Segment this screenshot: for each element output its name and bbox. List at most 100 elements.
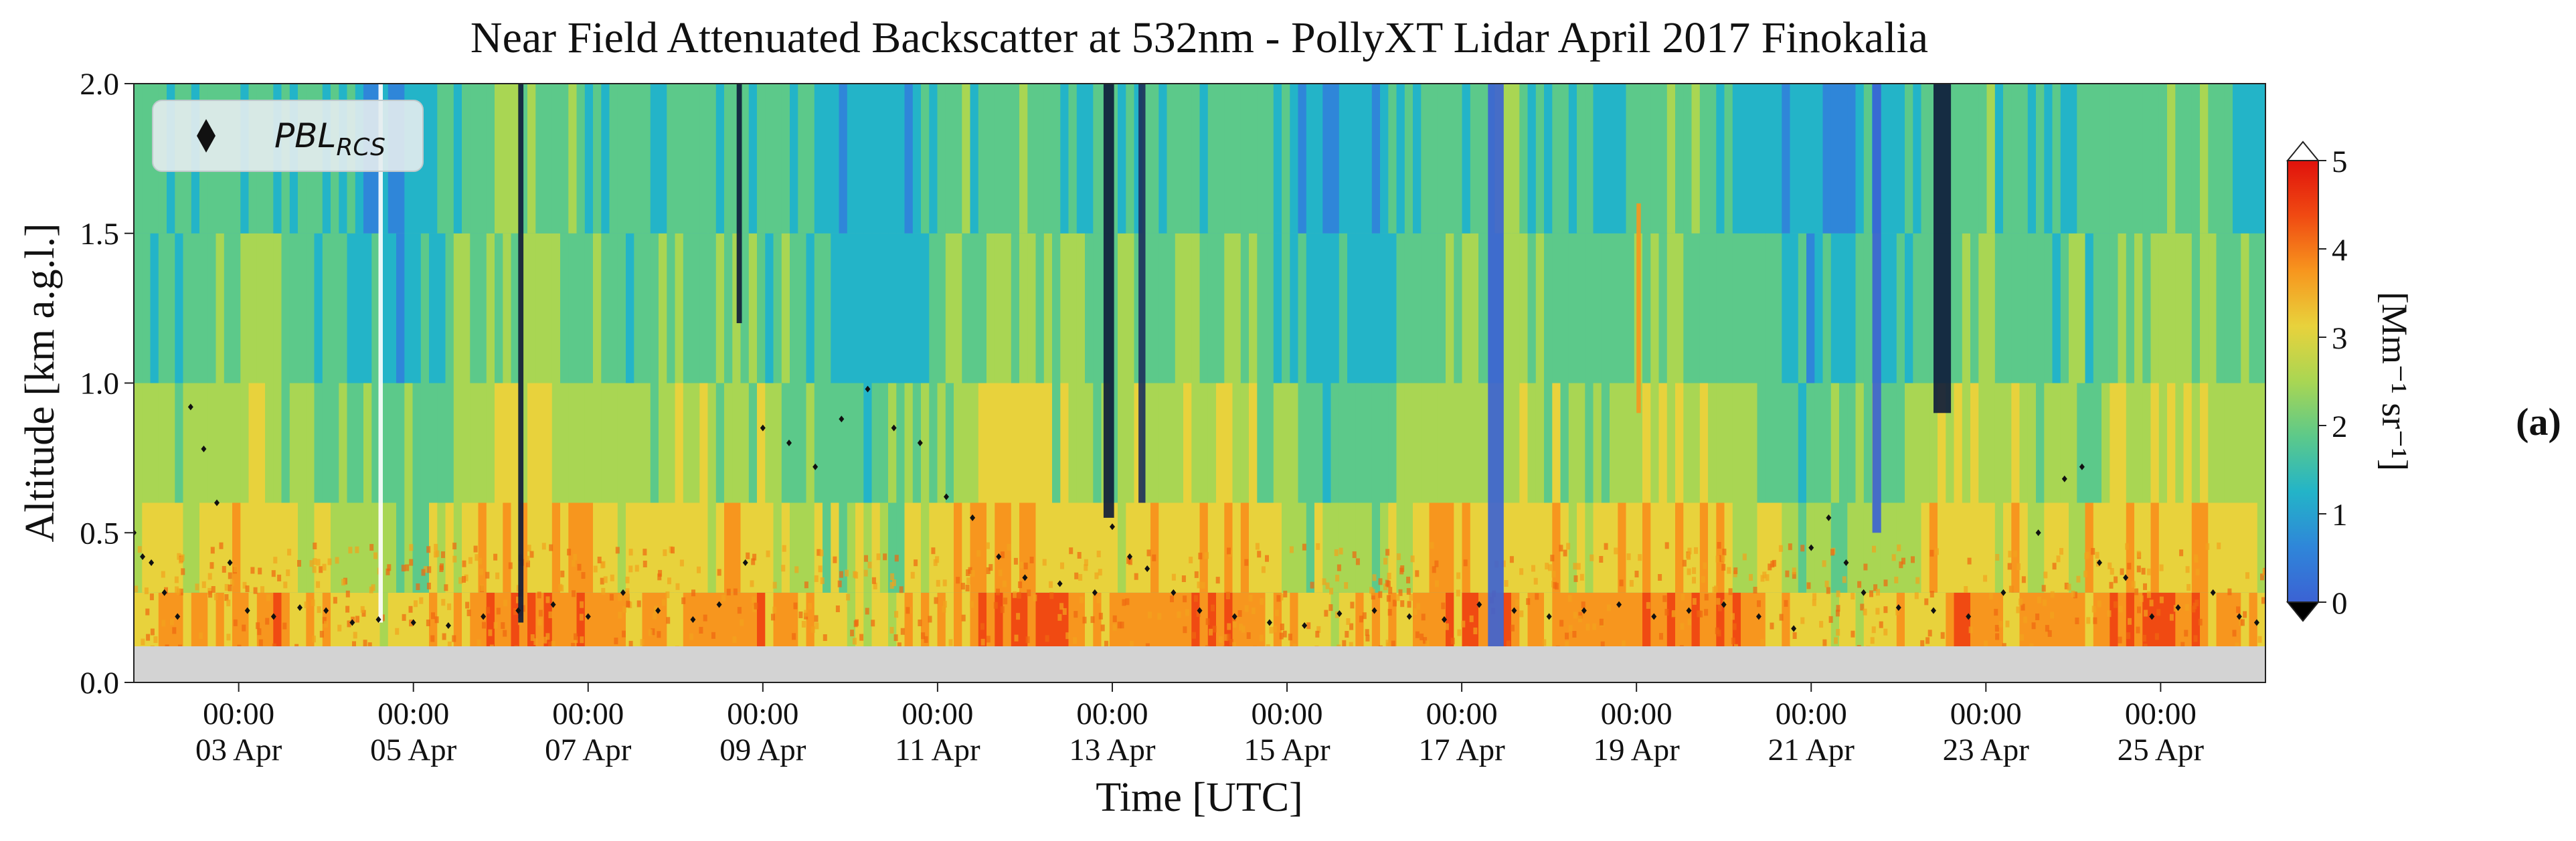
heatmap-speckle <box>1077 552 1082 559</box>
heatmap-speckle <box>1851 630 1855 638</box>
heatmap-speckle <box>648 629 653 636</box>
heatmap-cell <box>1691 383 1701 503</box>
heatmap-speckle <box>711 632 715 639</box>
heatmap-cell <box>1216 383 1225 503</box>
heatmap-cell <box>224 592 233 647</box>
heatmap-cell <box>715 502 725 593</box>
heatmap-cell <box>683 84 692 233</box>
heatmap-speckle <box>1875 608 1880 615</box>
heatmap-speckle <box>1239 624 1243 631</box>
heatmap-cell <box>1519 592 1529 647</box>
heatmap-speckle <box>766 550 770 557</box>
heatmap-cell <box>2085 233 2094 383</box>
heatmap-cell <box>2150 383 2160 503</box>
heatmap-speckle <box>1703 562 1707 569</box>
heatmap-speckle <box>1025 636 1030 644</box>
heatmap-speckle <box>1241 626 1246 633</box>
heatmap-cell <box>232 233 241 383</box>
heatmap-speckle <box>2262 568 2265 575</box>
heatmap-speckle <box>1565 641 1569 648</box>
heatmap-cell <box>2036 383 2045 503</box>
heatmap-cell <box>1724 383 1733 503</box>
no-data-band <box>134 646 2265 682</box>
pbl-point <box>187 403 193 411</box>
heatmap-speckle <box>850 630 855 637</box>
heatmap-cell <box>2110 383 2119 503</box>
heatmap-speckle <box>1100 624 1105 632</box>
heatmap-speckle <box>1434 560 1439 567</box>
heatmap-cell <box>470 84 479 233</box>
heatmap-cell <box>1814 502 1824 593</box>
heatmap-speckle <box>1224 634 1229 641</box>
heatmap-speckle <box>2156 609 2161 616</box>
heatmap-speckle <box>353 632 357 639</box>
heatmap-cell <box>1708 592 1717 647</box>
heatmap-cell <box>371 233 381 383</box>
heatmap-cell <box>1454 233 1463 383</box>
heatmap-cell <box>339 502 348 593</box>
heatmap-cell <box>1199 383 1209 503</box>
heatmap-speckle <box>1395 594 1400 601</box>
heatmap-speckle <box>468 557 473 564</box>
heatmap-cell <box>1741 84 1749 233</box>
heatmap-cell <box>2233 502 2241 593</box>
heatmap-speckle <box>525 555 530 563</box>
heatmap-cell <box>535 383 545 503</box>
heatmap-speckle <box>1074 611 1078 618</box>
heatmap-speckle <box>2050 612 2055 619</box>
x-tick-date: 13 Apr <box>1069 733 1156 767</box>
heatmap-speckle <box>1352 551 1357 559</box>
heatmap-speckle <box>1836 605 1840 612</box>
heatmap-cell <box>281 233 290 383</box>
heatmap-cell <box>650 383 659 503</box>
pbl-point <box>227 559 233 566</box>
heatmap-cell <box>191 502 200 593</box>
heatmap-cell <box>954 84 962 233</box>
heatmap-speckle <box>333 597 337 604</box>
pbl-point <box>297 604 303 612</box>
x-tick-time: 00:00 <box>2125 696 2197 731</box>
heatmap-cell <box>1626 233 1635 383</box>
heatmap-cell <box>2208 383 2217 503</box>
heatmap-cell <box>1634 502 1643 593</box>
heatmap-speckle <box>1964 586 1968 593</box>
heatmap-speckle <box>625 590 630 597</box>
heatmap-cell <box>1699 502 1709 593</box>
heatmap-cell <box>1035 592 1045 647</box>
heatmap-cell <box>1355 233 1365 383</box>
heatmap-speckle <box>1316 626 1321 633</box>
heatmap-cell <box>1396 383 1405 503</box>
heatmap-speckle <box>174 576 179 583</box>
heatmap-speckle <box>1346 618 1351 625</box>
heatmap-speckle <box>1559 620 1564 627</box>
heatmap-speckle <box>1753 587 1757 593</box>
heatmap-speckle <box>717 569 721 576</box>
heatmap-cell <box>1273 233 1282 383</box>
heatmap-cell <box>1421 233 1430 383</box>
heatmap-speckle <box>1128 558 1132 565</box>
heatmap-speckle <box>441 599 446 606</box>
heatmap-cell <box>683 502 692 593</box>
heatmap-speckle <box>1112 624 1117 631</box>
heatmap-cell <box>2175 383 2184 503</box>
heatmap-cell <box>1666 233 1676 383</box>
heatmap-cell <box>486 592 495 647</box>
heatmap-cell <box>2175 233 2184 383</box>
heatmap-cell <box>707 233 717 383</box>
heatmap-speckle <box>1779 614 1784 621</box>
heatmap-cell <box>1175 592 1184 647</box>
heatmap-cell <box>667 233 676 383</box>
heatmap-speckle <box>1112 615 1117 622</box>
pbl-point <box>1616 601 1622 608</box>
heatmap-cell <box>1052 592 1061 647</box>
heatmap-cell <box>2036 502 2045 593</box>
heatmap-cell <box>995 502 1004 593</box>
heatmap-cell <box>912 592 922 647</box>
pbl-point <box>1686 607 1692 614</box>
pbl-point <box>2123 574 2129 581</box>
heatmap-cell <box>970 84 979 233</box>
heatmap-streak <box>1103 84 1114 518</box>
heatmap-cell <box>412 502 422 593</box>
heatmap-cell <box>1076 383 1086 503</box>
heatmap-cell <box>142 592 151 647</box>
